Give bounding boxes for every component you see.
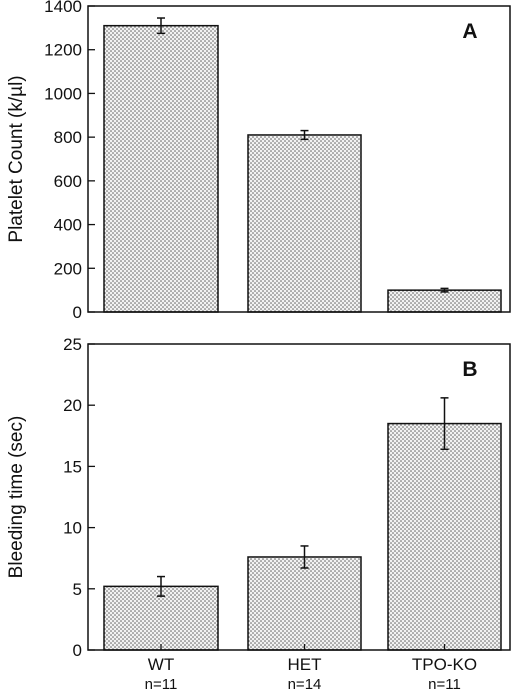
y-tick-label: 1400: [44, 0, 82, 16]
y-tick-label: 400: [54, 216, 82, 235]
x-tick-label: HET: [288, 655, 322, 674]
y-axis-title: Bleeding time (sec): [6, 416, 27, 579]
y-tick-label: 20: [63, 396, 82, 415]
bar-tpo-ko: [387, 422, 502, 651]
plot-frame: [87, 5, 511, 313]
y-tick-label: 600: [54, 172, 82, 191]
bar-wt: [103, 585, 219, 651]
x-tick-label: TPO-KO: [412, 655, 477, 674]
panel-letter: A: [462, 20, 477, 43]
bar-wt: [103, 24, 219, 313]
sample-size-label: n=11: [145, 676, 178, 693]
sample-size-label: n=11: [428, 676, 461, 693]
sample-size-label: n=14: [288, 676, 322, 693]
panel-a: 0 200 400 600 800 1000 1200 1400 Platelet Count …: [6, 0, 511, 322]
y-tick-label: 0: [73, 303, 82, 322]
y-tick-label: 25: [63, 335, 82, 354]
y-axis-title: Platelet Count (k/µl): [6, 75, 27, 242]
y-tick-label: 1000: [44, 84, 82, 103]
y-tick-label: 1200: [44, 41, 82, 60]
panel-letter: B: [462, 358, 477, 381]
plot-frame: [87, 343, 511, 651]
y-tick-label: 0: [73, 641, 82, 660]
bar-het: [247, 556, 362, 651]
y-tick-label: 800: [54, 128, 82, 147]
x-tick-label: WT: [148, 655, 174, 674]
bar-het: [247, 134, 362, 313]
panel-b: 0 5 10 15 20 25 Bleeding time (sec) B WT n=11 HET n…: [6, 335, 511, 693]
y-tick-label: 200: [54, 259, 82, 278]
y-tick-label: 10: [63, 519, 82, 538]
y-tick-label: 15: [63, 457, 82, 476]
bar-tpo-ko: [387, 289, 502, 313]
y-tick-label: 5: [73, 580, 82, 599]
